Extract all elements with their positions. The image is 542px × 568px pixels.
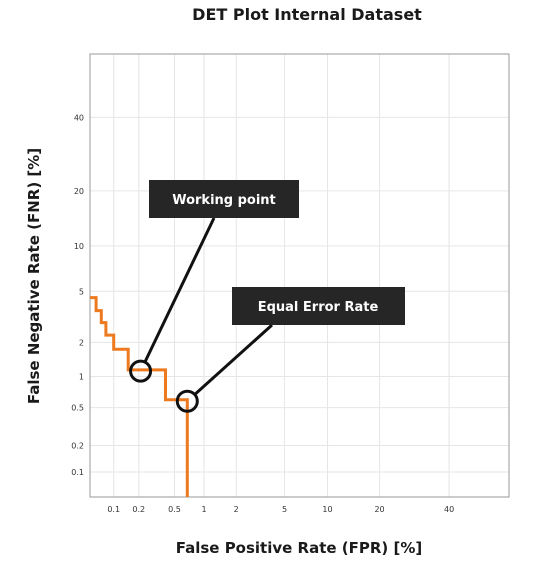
- grid: [90, 54, 509, 497]
- equal-error-rate-leader-line: [193, 323, 274, 396]
- y-tick-label: 10: [74, 242, 84, 251]
- y-tick-label: 0.5: [71, 404, 84, 413]
- x-tick-label: 0.1: [107, 505, 120, 514]
- working-point-label-box: [149, 180, 299, 218]
- plot-frame: [89, 53, 510, 498]
- working-point-leader-line: [143, 217, 216, 363]
- y-tick-label: 40: [74, 113, 84, 122]
- y-axis-label: False Negative Rate (FNR) [%]: [25, 148, 43, 404]
- equal-error-rate-label-box: [232, 287, 405, 325]
- det-curve-group: [90, 296, 189, 497]
- x-axis-label: False Positive Rate (FPR) [%]: [176, 539, 423, 557]
- working-point-label: Working point: [172, 193, 276, 208]
- x-tick-label: 40: [444, 505, 454, 514]
- y-tick-label: 5: [79, 287, 84, 296]
- tick-labels: 0.1 0.2 0.5 1 2 5 10 20 40 0.1 0.2 0.5 1 2 5 10 20 40: [71, 113, 454, 514]
- x-tick-label: 1: [201, 505, 206, 514]
- det-curve: [90, 296, 189, 497]
- y-tick-label: 20: [74, 187, 84, 196]
- equal-error-rate-marker: [175, 389, 199, 413]
- working-point-marker: [129, 359, 153, 383]
- annotations: Working point Equal Error Rate: [129, 180, 405, 413]
- y-tick-label: 0.2: [71, 441, 84, 450]
- y-tick-label: 2: [79, 338, 84, 347]
- x-tick-label: 2: [234, 505, 239, 514]
- y-tick-label: 1: [79, 372, 84, 381]
- x-tick-label: 10: [322, 505, 332, 514]
- x-tick-label: 20: [374, 505, 384, 514]
- equal-error-rate-label: Equal Error Rate: [258, 300, 379, 315]
- x-tick-label: 0.5: [168, 505, 181, 514]
- x-tick-label: 5: [282, 505, 287, 514]
- x-tick-label: 0.2: [132, 505, 145, 514]
- chart-title: DET Plot Internal Dataset: [192, 5, 422, 24]
- y-tick-label: 0.1: [71, 468, 84, 477]
